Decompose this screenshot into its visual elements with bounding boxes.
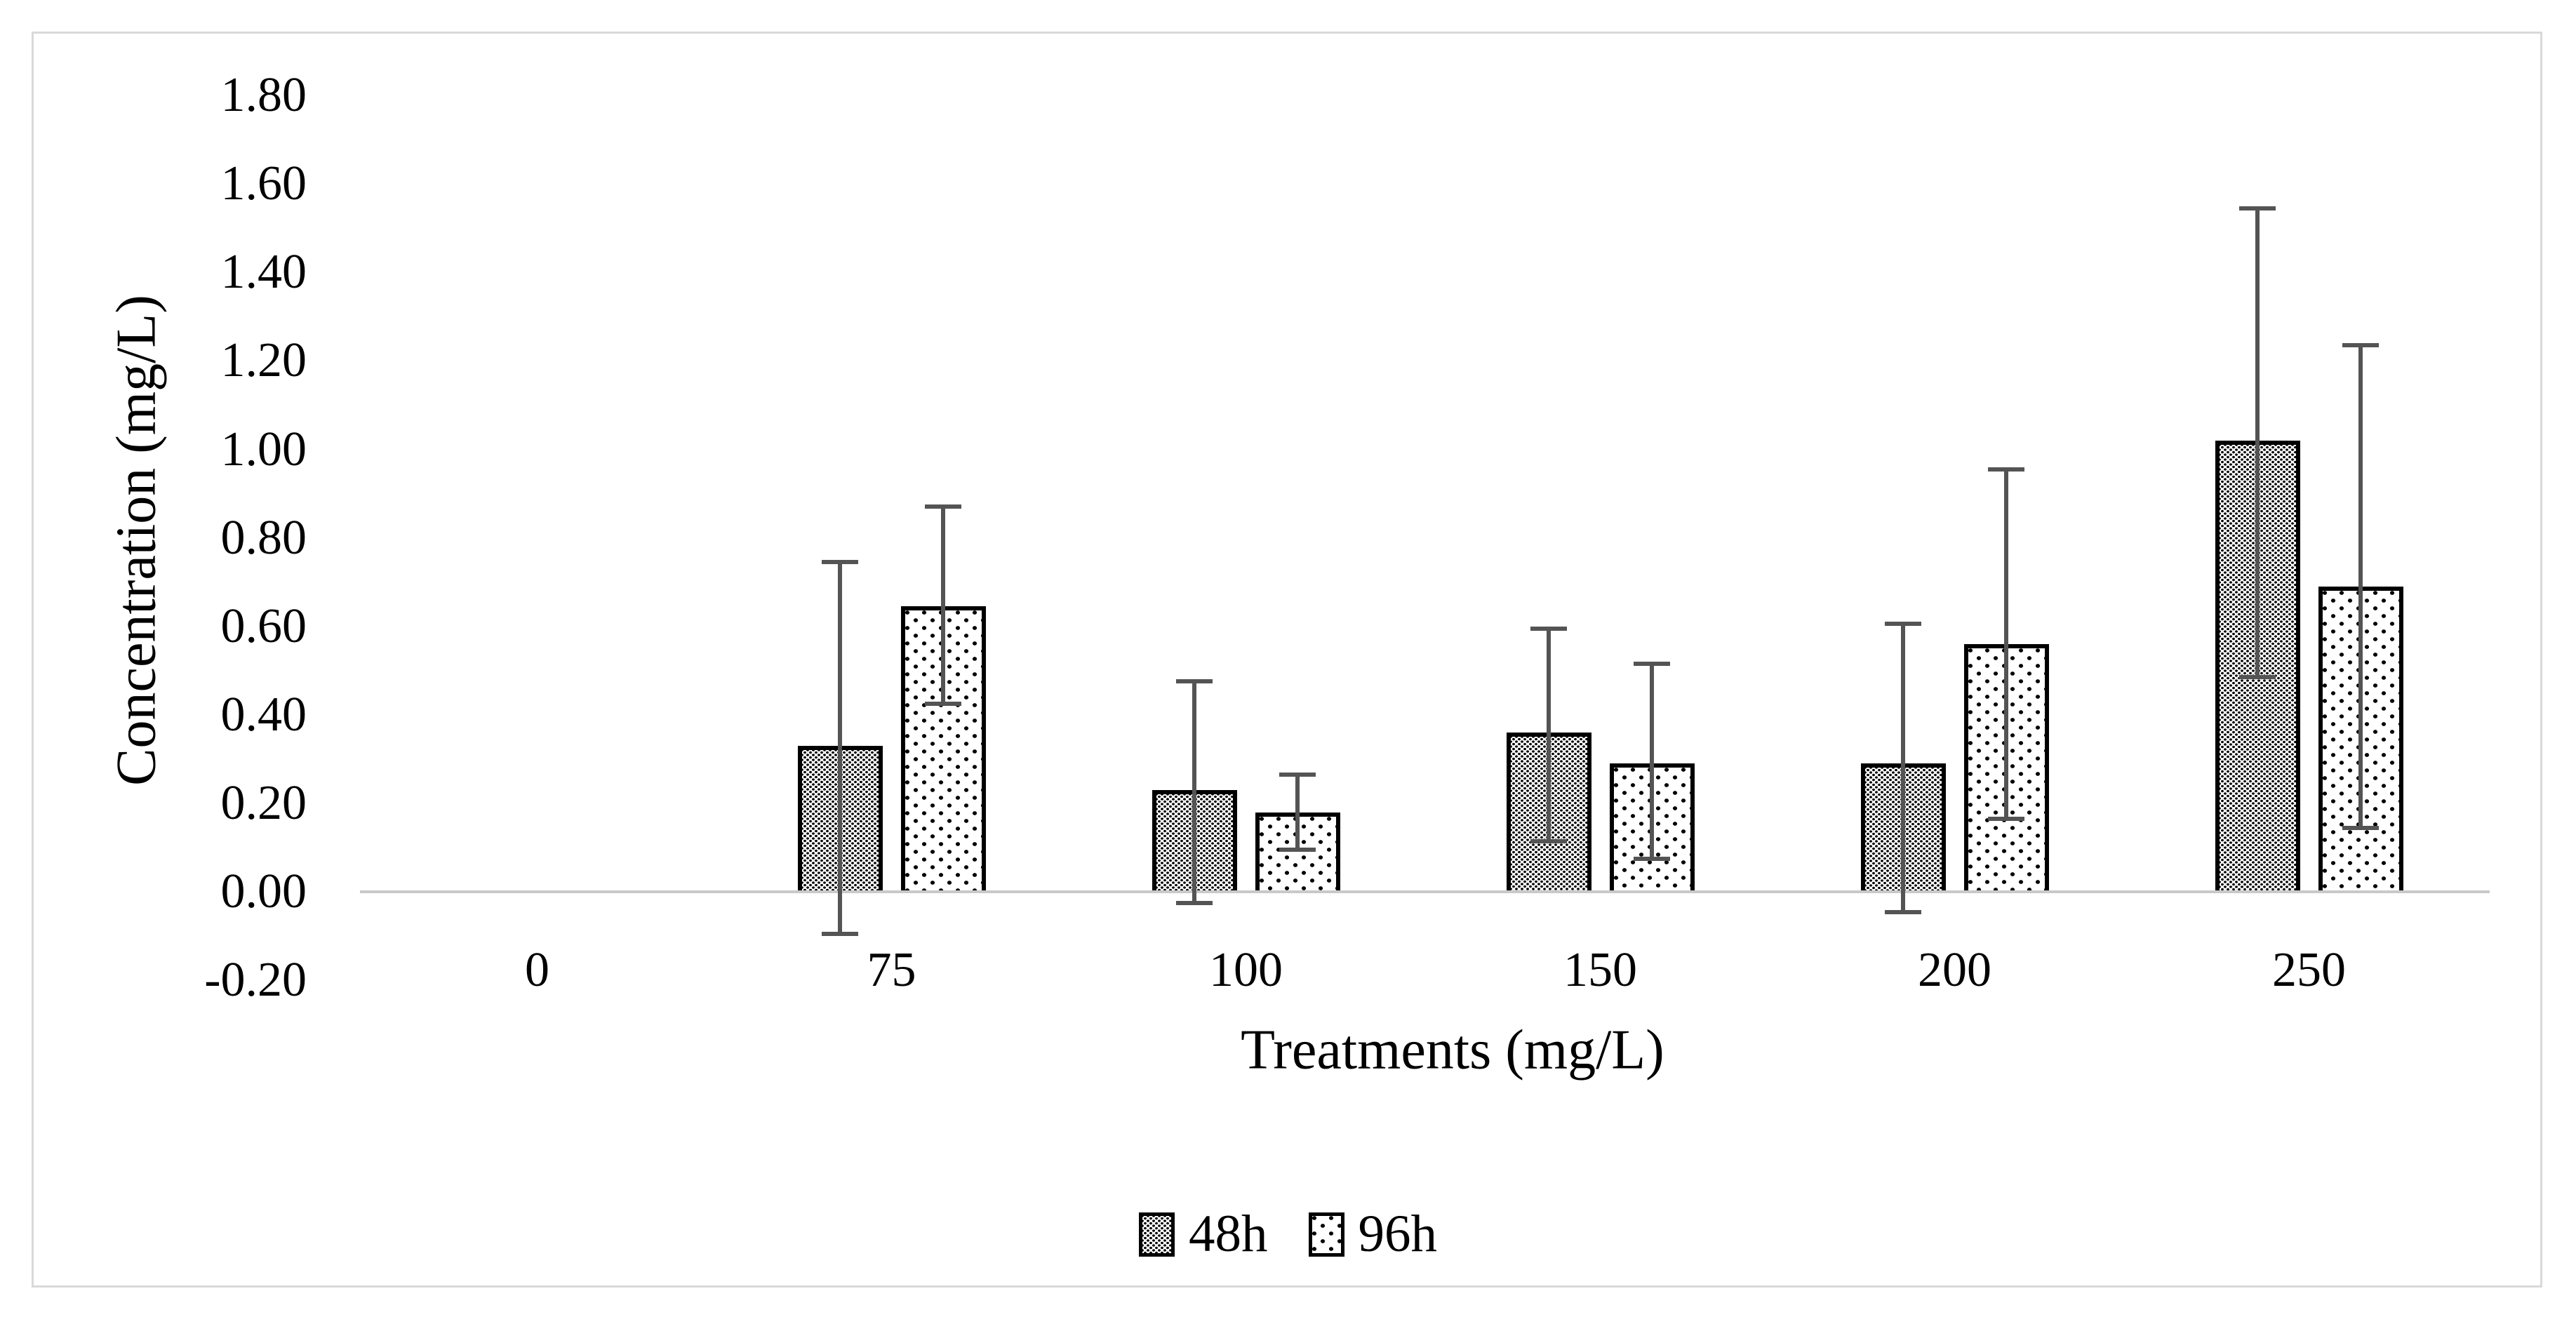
legend-item-96h: 96h <box>1308 1205 1438 1263</box>
error-bar-top-cap <box>2239 206 2276 210</box>
error-bar-stem <box>941 504 945 707</box>
legend-label: 96h <box>1358 1205 1438 1263</box>
error-bar-96h <box>925 504 961 707</box>
error-bar-bottom-cap <box>2342 825 2379 830</box>
error-bar-bottom-cap <box>1634 856 1670 861</box>
error-bar-48h <box>822 560 858 937</box>
legend-swatch-96h <box>1308 1212 1344 1257</box>
x-axis-title: Treatments (mg/L) <box>1241 1019 1664 1081</box>
y-tick-label: 0.40 <box>220 687 307 742</box>
x-axis-baseline <box>360 890 2490 893</box>
error-bar-96h <box>2342 343 2379 830</box>
bar-96h <box>900 606 986 892</box>
y-tick-label: -0.20 <box>204 953 307 1008</box>
error-bar-stem <box>2004 467 2008 822</box>
error-bar-stem <box>1901 622 1905 914</box>
error-bar-stem <box>1192 679 1196 905</box>
error-bar-top-cap <box>1530 626 1567 631</box>
error-bar-top-cap <box>1176 679 1213 684</box>
error-bar-48h <box>1530 626 1567 843</box>
error-bar-96h <box>1279 772 1316 853</box>
error-bar-96h <box>1634 662 1670 861</box>
error-bar-bottom-cap <box>925 702 961 707</box>
error-bar-top-cap <box>822 560 858 565</box>
legend-label: 48h <box>1189 1205 1268 1263</box>
error-bar-stem <box>1650 662 1654 861</box>
error-bar-48h <box>2239 206 2276 680</box>
y-tick-label: 1.80 <box>220 68 307 123</box>
x-tick-label: 75 <box>867 943 916 997</box>
error-bar-bottom-cap <box>1988 817 2024 822</box>
y-tick-label: 1.20 <box>220 333 307 388</box>
error-bar-48h <box>1176 679 1213 905</box>
error-bar-top-cap <box>2342 343 2379 348</box>
y-tick-label: 1.60 <box>220 156 307 211</box>
error-bar-stem <box>2255 206 2260 680</box>
error-bar-top-cap <box>1634 662 1670 667</box>
y-tick-label: 0.60 <box>220 599 307 653</box>
error-bar-48h <box>1885 622 1921 914</box>
error-bar-stem <box>838 560 842 937</box>
x-tick-label: 100 <box>1209 943 1283 997</box>
error-bar-top-cap <box>1885 622 1921 627</box>
bar-96h <box>1255 812 1340 892</box>
y-tick-label: 1.00 <box>220 422 307 476</box>
error-bar-bottom-cap <box>822 932 858 937</box>
error-bar-bottom-cap <box>1176 900 1213 905</box>
error-bar-stem <box>2358 343 2363 830</box>
error-bar-top-cap <box>925 504 961 509</box>
y-tick-label: 0.00 <box>220 864 307 918</box>
y-tick-label: 0.20 <box>220 775 307 830</box>
error-bar-96h <box>1988 467 2024 822</box>
error-bar-stem <box>1547 626 1551 843</box>
error-bar-top-cap <box>1279 772 1316 777</box>
legend-swatch-48h <box>1139 1212 1175 1257</box>
error-bar-bottom-cap <box>1530 838 1567 843</box>
error-bar-bottom-cap <box>2239 675 2276 680</box>
x-tick-label: 250 <box>2272 943 2346 997</box>
error-bar-bottom-cap <box>1885 909 1921 914</box>
legend-item-48h: 48h <box>1139 1206 1268 1262</box>
x-tick-label: 150 <box>1563 943 1637 997</box>
figure-border <box>32 32 2542 1288</box>
error-bar-stem <box>1295 772 1300 853</box>
x-tick-label: 200 <box>1918 943 1991 997</box>
y-tick-label: 1.40 <box>220 245 307 300</box>
error-bar-top-cap <box>1988 467 2024 472</box>
legend: 48h 96h <box>0 1204 2576 1264</box>
error-bar-bottom-cap <box>1279 848 1316 853</box>
y-tick-label: 0.80 <box>220 510 307 565</box>
x-tick-label: 0 <box>525 943 549 997</box>
